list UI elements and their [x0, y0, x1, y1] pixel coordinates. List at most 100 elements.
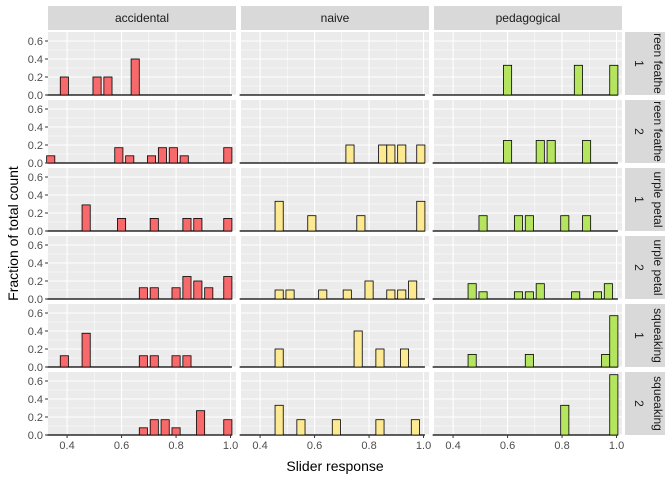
y-tick-label: 0.4	[28, 54, 43, 66]
histogram-bar	[138, 427, 148, 436]
histogram-bar	[408, 280, 418, 300]
row-strip-label: urple petal	[651, 239, 665, 295]
histogram-bar	[353, 330, 363, 368]
histogram-bar	[410, 419, 420, 436]
y-tick-label: 0.2	[28, 208, 43, 220]
row-strip-background	[625, 168, 665, 231]
histogram-bar	[149, 287, 159, 300]
histogram-bar	[571, 291, 581, 300]
histogram-bar	[560, 215, 570, 232]
histogram-bar	[296, 419, 306, 436]
histogram-bar	[535, 140, 545, 164]
x-axis-title: Slider response	[286, 458, 383, 474]
x-tick-label: 0.4	[252, 440, 267, 452]
row-strip-background	[625, 372, 665, 435]
histogram-bar	[171, 355, 181, 368]
histogram-bar	[149, 419, 159, 436]
panel-background	[241, 32, 429, 95]
y-tick-label: 0.6	[28, 308, 43, 320]
row-strip-level: 2	[632, 400, 646, 407]
histogram-bar	[609, 315, 619, 368]
histogram-bar	[196, 410, 206, 436]
panel-background	[434, 372, 622, 435]
histogram-bar	[478, 215, 488, 232]
histogram-bar	[513, 215, 523, 232]
row-strip-background	[625, 32, 665, 95]
histogram-bar	[603, 283, 613, 300]
histogram-bar	[160, 419, 170, 436]
row-strip-level: 1	[632, 60, 646, 67]
y-tick-label: 0.4	[28, 258, 43, 270]
histogram-bar	[81, 332, 91, 368]
x-tick-label: 1.0	[416, 440, 431, 452]
panels-layer	[46, 32, 622, 436]
y-tick-label: 0.4	[28, 122, 43, 134]
histogram-bar	[307, 215, 317, 232]
y-tick-label: 0.2	[28, 412, 43, 424]
column-strip-background	[48, 6, 236, 30]
column-strip-accidental: accidental	[48, 6, 236, 30]
row-strip-background	[625, 304, 665, 367]
row-strip-2: reen feathe 2	[625, 100, 665, 163]
histogram-bar	[318, 289, 328, 300]
panel-background	[434, 32, 622, 95]
histogram-bar	[223, 147, 233, 164]
panel-background	[434, 236, 622, 299]
histogram-bar	[524, 291, 534, 300]
panel-accidental-row-6	[46, 372, 236, 436]
panel-accidental-row-3	[46, 168, 236, 232]
x-tick-label: 0.6	[114, 440, 129, 452]
panel-pedagogical-row-3	[432, 168, 622, 232]
histogram-bar	[416, 200, 426, 232]
row-strip-level: 1	[632, 332, 646, 339]
row-strip-label: reen feathe	[651, 101, 665, 162]
histogram-bar	[397, 289, 407, 300]
panel-accidental-row-1	[46, 32, 236, 96]
histogram-bar	[204, 287, 214, 300]
y-tick-label: 0.2	[28, 140, 43, 152]
y-axis-title: Fraction of total count	[5, 166, 21, 301]
column-strip-label: accidental	[115, 11, 169, 25]
row-strip-level: 2	[632, 128, 646, 135]
histogram-bar	[182, 276, 192, 300]
row-strip-background	[625, 100, 665, 163]
y-tick-label: 0.6	[28, 172, 43, 184]
histogram-bar	[103, 76, 113, 96]
y-tick-label: 0.0	[28, 158, 43, 170]
histogram-bar	[560, 404, 570, 436]
histogram-bar	[149, 217, 159, 232]
histogram-bar	[147, 155, 157, 164]
histogram-bar	[386, 289, 396, 300]
y-tick-label: 0.0	[28, 226, 43, 238]
column-strips: accidental naive pedagogical	[48, 6, 622, 30]
panel-pedagogical-row-2	[432, 100, 622, 164]
histogram-bar	[467, 283, 477, 300]
row-strip-4: urple petal 2	[625, 236, 665, 299]
y-tick-label: 0.4	[28, 326, 43, 338]
histogram-bar	[138, 287, 148, 300]
y-tick-label: 0.0	[28, 362, 43, 374]
histogram-bar	[399, 348, 409, 368]
panel-naive-row-3	[239, 168, 429, 232]
panel-pedagogical-row-1	[432, 32, 622, 96]
column-strip-background	[434, 6, 622, 30]
histogram-bar	[535, 283, 545, 300]
panel-naive-row-6	[239, 372, 429, 436]
histogram-bar	[125, 155, 135, 164]
histogram-bar	[582, 140, 592, 164]
x-tick-label: 0.4	[59, 440, 74, 452]
histogram-bar	[592, 291, 602, 300]
panel-accidental-row-5	[46, 304, 236, 368]
row-strip-label: urple petal	[651, 171, 665, 227]
histogram-bar	[81, 204, 91, 232]
x-tick-label: 0.6	[307, 440, 322, 452]
histogram-bar	[285, 289, 295, 300]
row-strip-3: urple petal 1	[625, 168, 665, 231]
histogram-bar	[573, 64, 583, 96]
row-strip-5: squeaking 1	[625, 304, 665, 367]
x-tick-label: 0.6	[500, 440, 515, 452]
y-tick-label: 0.4	[28, 190, 43, 202]
histogram-bar	[397, 144, 407, 164]
histogram-bar	[356, 215, 366, 232]
